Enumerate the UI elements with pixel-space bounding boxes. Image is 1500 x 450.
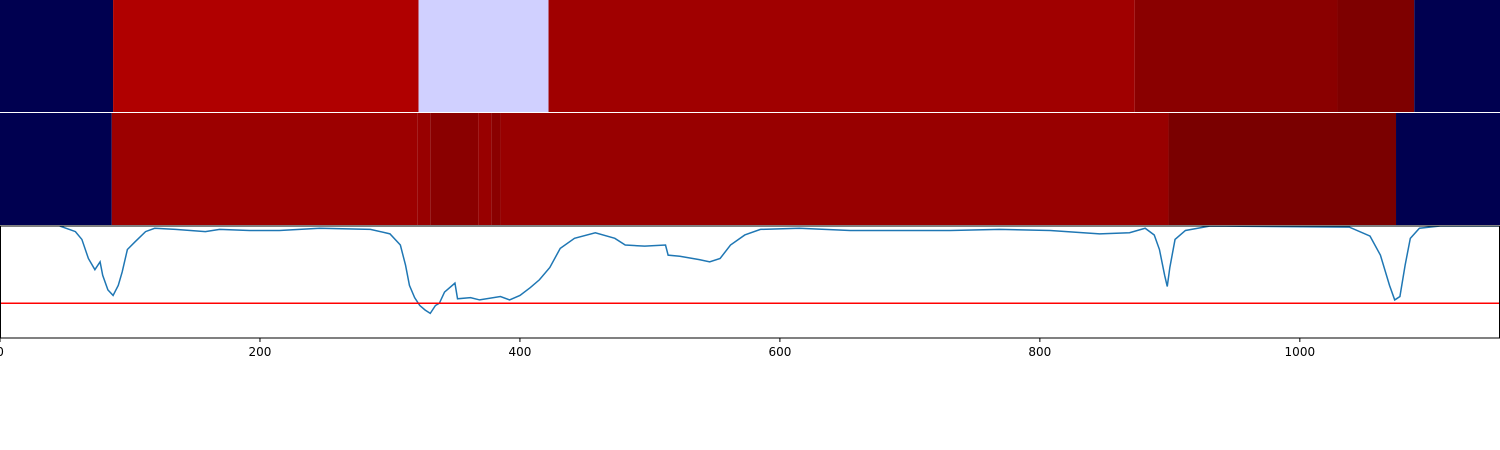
- heatmap-cell: [430, 113, 479, 225]
- heatmap-cell: [1396, 113, 1500, 225]
- heatmap-cell: [418, 0, 549, 112]
- heatmap-cell: [1337, 0, 1415, 112]
- x-tick-label: 800: [1028, 345, 1051, 359]
- data-line: [59, 226, 1500, 315]
- heatmap-cell: [113, 0, 419, 112]
- x-tick-label: 0: [0, 345, 4, 359]
- heatmap-cell: [500, 113, 1169, 225]
- heatmap-cell: [0, 0, 114, 112]
- heatmap-cell: [417, 113, 431, 225]
- heatmap-cell: [1414, 0, 1500, 112]
- plot-area: [59, 226, 1500, 315]
- x-tick-label: 1000: [1285, 345, 1316, 359]
- heatmap-cell: [1134, 0, 1338, 112]
- heatmap-cell: [1168, 113, 1397, 225]
- x-tick-label: 600: [768, 345, 791, 359]
- x-tick-label: 200: [249, 345, 272, 359]
- heatmap-cell: [491, 113, 501, 225]
- heatmap-cell: [478, 113, 492, 225]
- x-tick-label: 400: [508, 345, 531, 359]
- heatmap-cell: [111, 113, 418, 225]
- heatmap-cell: [548, 0, 1135, 112]
- heatmap-cell: [0, 113, 112, 225]
- axes-frame: [0, 225, 1500, 339]
